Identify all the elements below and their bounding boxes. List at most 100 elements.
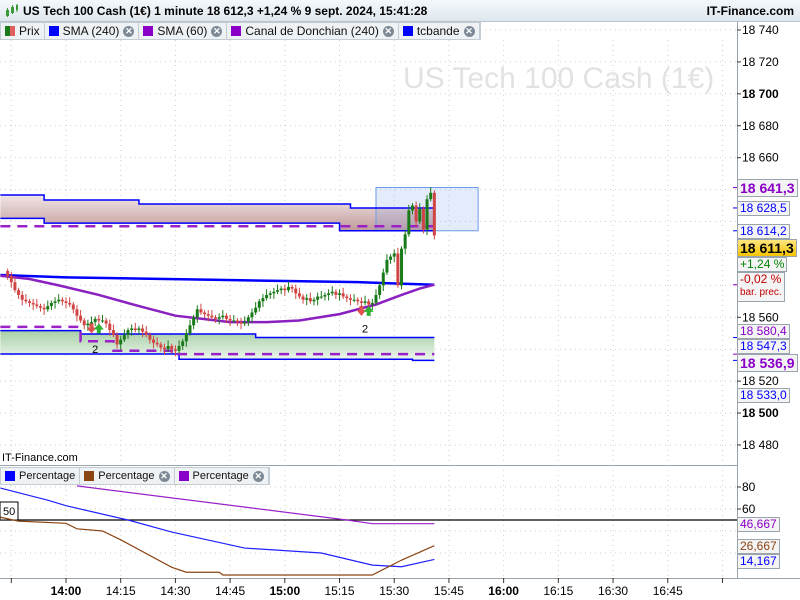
candle — [79, 315, 83, 321]
indicator-legend: Prix SMA (240) ✕ SMA (60) ✕ Canal de Donchian… — [0, 22, 481, 40]
candle — [13, 282, 17, 291]
color-swatch — [231, 26, 242, 36]
time-label: 14:00 — [51, 584, 82, 598]
candle — [330, 291, 334, 294]
candle — [323, 294, 327, 297]
osc-legend-item[interactable]: Percentage — [1, 468, 81, 484]
tcbande-upper-top-line — [0, 194, 435, 209]
upper-band-fill — [0, 195, 435, 231]
candle — [184, 333, 188, 342]
candle — [370, 302, 374, 305]
candle — [228, 318, 232, 321]
indicator-value-label: 18 536,9 — [737, 354, 798, 373]
candle — [352, 299, 356, 301]
oscillator-chart: 50 — [0, 485, 737, 576]
chart-title: US Tech 100 Cash (1€) 1 minute 18 612,3 … — [23, 4, 428, 18]
close-icon[interactable]: ✕ — [158, 470, 170, 482]
close-icon[interactable]: ✕ — [382, 25, 394, 37]
candle — [400, 248, 404, 286]
change-percent-label: +1,24 % — [737, 256, 788, 272]
legend-label: SMA (240) — [62, 24, 120, 38]
candle — [181, 341, 185, 347]
candle — [290, 286, 294, 289]
candle — [166, 346, 170, 350]
watermark: US Tech 100 Cash (1€) — [403, 62, 715, 95]
legend-item[interactable]: tcbande ✕ — [399, 23, 480, 39]
legend-label: Percentage — [19, 470, 76, 482]
candle — [130, 328, 134, 331]
color-swatch — [143, 26, 154, 36]
bar-prec-label: bar. prec. — [740, 286, 782, 298]
candle — [279, 288, 283, 291]
osc-legend-item[interactable]: Percentage ✕ — [80, 468, 175, 484]
candle — [162, 347, 166, 350]
donchian-lower-line — [0, 325, 435, 356]
color-swatch — [178, 471, 189, 481]
brand-link[interactable]: IT-Finance.com — [706, 4, 794, 18]
color-swatch — [48, 26, 59, 36]
legend-label: tcbande — [416, 24, 460, 38]
legend-item[interactable]: Prix — [1, 23, 45, 39]
candle — [250, 312, 254, 318]
candle — [232, 320, 236, 322]
legend-label: Canal de Donchian (240) — [245, 24, 379, 38]
candle — [111, 330, 115, 335]
candle — [177, 346, 181, 351]
candle — [57, 299, 61, 302]
candle — [414, 205, 418, 222]
candle — [64, 301, 68, 303]
close-icon[interactable]: ✕ — [463, 25, 475, 37]
time-label: 15:15 — [325, 584, 355, 598]
candle — [341, 293, 345, 297]
y-tick-label: 18 480 — [742, 438, 779, 452]
candle — [195, 309, 199, 318]
close-icon[interactable]: ✕ — [211, 25, 223, 37]
candle — [203, 312, 207, 315]
osc-value-label: 14,167 — [737, 553, 780, 569]
candle — [235, 320, 239, 323]
legend-item[interactable]: Canal de Donchian (240) ✕ — [227, 23, 399, 39]
arrow-up-icon — [93, 323, 104, 334]
candle — [286, 286, 290, 291]
arrow-up-icon — [363, 305, 374, 316]
last-price-label: 18 611,3 — [737, 238, 797, 257]
time-label: 16:45 — [653, 584, 683, 598]
candle — [359, 301, 363, 303]
indicator-value-label: 18 614,2 — [737, 223, 790, 239]
candle — [75, 309, 79, 316]
candle — [345, 296, 349, 299]
time-label: 16:00 — [488, 584, 519, 598]
candle — [133, 328, 137, 331]
legend-item[interactable]: SMA (240) ✕ — [45, 23, 140, 39]
candle — [155, 342, 159, 345]
color-swatch — [5, 471, 15, 481]
percentage-line — [76, 485, 435, 525]
legend-label: Prix — [19, 24, 40, 38]
candle — [327, 293, 331, 295]
osc-y-tick-label: 80 — [742, 480, 756, 494]
candle — [137, 328, 141, 331]
y-tick-label: 18 720 — [742, 55, 779, 69]
candle — [367, 301, 371, 305]
candle — [49, 302, 53, 307]
close-icon[interactable]: ✕ — [123, 25, 135, 37]
candle — [407, 210, 411, 235]
indicator-value-label: 18 580,4 — [737, 324, 790, 340]
time-label: 15:45 — [434, 584, 464, 598]
percentage-line — [0, 516, 435, 576]
footer-brand: IT-Finance.com — [2, 452, 78, 464]
candle — [199, 309, 203, 313]
time-label: 14:15 — [106, 584, 136, 598]
candle — [42, 307, 46, 310]
candle — [334, 291, 338, 295]
signal-count: 2 — [92, 344, 98, 356]
candle — [243, 322, 247, 324]
close-icon[interactable]: ✕ — [252, 470, 264, 482]
candle — [338, 293, 342, 295]
candle — [385, 259, 389, 273]
osc-legend-item[interactable]: Percentage ✕ — [175, 468, 269, 484]
candle — [261, 298, 265, 302]
legend-item[interactable]: SMA (60) ✕ — [139, 23, 228, 39]
